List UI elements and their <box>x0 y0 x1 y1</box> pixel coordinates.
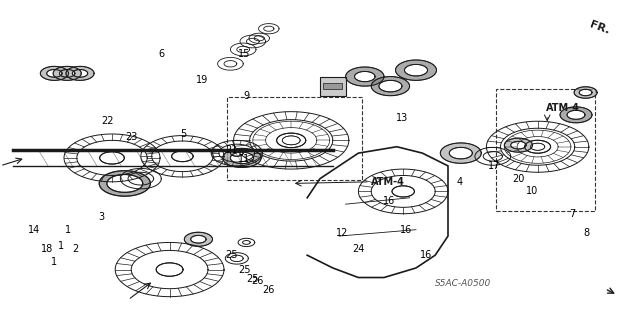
Wedge shape <box>40 66 68 80</box>
Text: 1: 1 <box>58 241 64 251</box>
Text: 26: 26 <box>251 276 264 286</box>
Text: 8: 8 <box>583 228 589 238</box>
Text: 14: 14 <box>28 225 40 235</box>
Text: 9: 9 <box>243 91 250 101</box>
Wedge shape <box>574 87 597 98</box>
Text: 25: 25 <box>225 250 238 260</box>
Text: ATM-4: ATM-4 <box>371 177 405 187</box>
Text: 6: 6 <box>158 49 164 59</box>
Bar <box>323 83 342 89</box>
Text: S5AC-A0500: S5AC-A0500 <box>435 279 492 288</box>
Text: 11: 11 <box>238 154 251 165</box>
Wedge shape <box>66 66 94 80</box>
Text: 15: 15 <box>238 49 251 59</box>
Text: 1: 1 <box>65 225 71 235</box>
Text: 18: 18 <box>41 244 54 254</box>
Wedge shape <box>184 232 212 246</box>
Text: ATM-4: ATM-4 <box>547 103 580 114</box>
Text: 5: 5 <box>180 129 186 139</box>
Wedge shape <box>560 107 592 123</box>
Text: 16: 16 <box>400 225 413 235</box>
Wedge shape <box>371 77 410 96</box>
Text: 16: 16 <box>419 250 432 260</box>
Text: 21: 21 <box>225 145 238 155</box>
Text: 25: 25 <box>238 264 251 275</box>
Text: 7: 7 <box>570 209 576 219</box>
Text: 23: 23 <box>125 132 138 142</box>
Text: 19: 19 <box>195 75 208 85</box>
Text: FR.: FR. <box>589 19 611 35</box>
Text: 4: 4 <box>456 177 463 187</box>
Text: 1: 1 <box>51 256 58 267</box>
Text: 17: 17 <box>488 161 500 171</box>
Bar <box>496 89 595 211</box>
Text: 12: 12 <box>336 228 349 238</box>
Text: 2: 2 <box>72 244 79 254</box>
Text: 25: 25 <box>246 274 259 284</box>
Text: 24: 24 <box>352 244 365 254</box>
Wedge shape <box>440 143 481 163</box>
Text: 3: 3 <box>98 212 104 222</box>
Text: 22: 22 <box>101 116 114 126</box>
Text: 26: 26 <box>262 285 275 295</box>
Wedge shape <box>53 66 81 80</box>
Text: 20: 20 <box>512 174 525 184</box>
Text: 13: 13 <box>396 113 408 123</box>
Wedge shape <box>346 67 384 86</box>
Bar <box>320 77 346 96</box>
Text: 16: 16 <box>383 196 396 206</box>
Bar <box>227 97 362 180</box>
Text: 10: 10 <box>526 186 539 197</box>
Wedge shape <box>396 60 436 80</box>
Wedge shape <box>99 171 150 196</box>
Wedge shape <box>504 138 532 152</box>
Wedge shape <box>223 148 261 167</box>
